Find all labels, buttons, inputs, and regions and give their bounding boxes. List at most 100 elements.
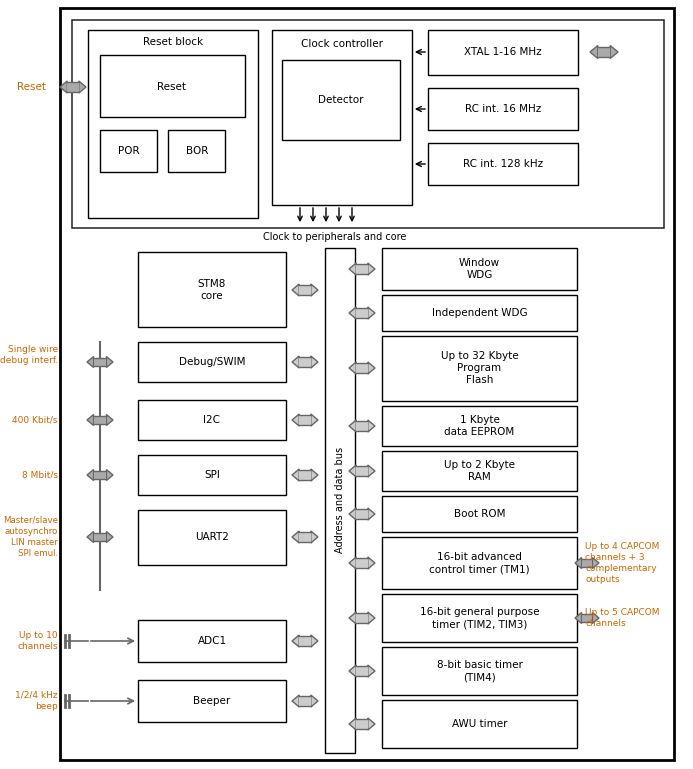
Text: SPI: SPI xyxy=(204,470,220,480)
Polygon shape xyxy=(87,470,94,481)
Text: AWU timer: AWU timer xyxy=(452,719,507,729)
Bar xyxy=(272,30,412,205)
Text: POR: POR xyxy=(119,146,140,156)
Polygon shape xyxy=(107,357,113,368)
Polygon shape xyxy=(349,557,356,569)
Text: Window
WDG: Window WDG xyxy=(459,258,500,280)
Text: 8-bit basic timer
(TIM4): 8-bit basic timer (TIM4) xyxy=(437,660,523,682)
Bar xyxy=(168,130,225,172)
Polygon shape xyxy=(368,557,375,569)
Text: 16-bit general purpose
timer (TIM2, TIM3): 16-bit general purpose timer (TIM2, TIM3… xyxy=(420,607,539,629)
Bar xyxy=(138,342,286,382)
Text: Up to 32 Kbyte
Program
Flash: Up to 32 Kbyte Program Flash xyxy=(441,351,518,385)
Polygon shape xyxy=(349,665,356,677)
Bar xyxy=(94,358,107,366)
Text: STM8
core: STM8 core xyxy=(198,279,226,301)
Polygon shape xyxy=(292,469,299,481)
Bar xyxy=(282,60,400,140)
Polygon shape xyxy=(349,718,356,730)
Polygon shape xyxy=(292,635,299,647)
Polygon shape xyxy=(292,531,299,543)
Bar xyxy=(356,614,368,623)
Polygon shape xyxy=(368,263,375,275)
Polygon shape xyxy=(79,81,86,93)
Text: 8 Mbit/s: 8 Mbit/s xyxy=(22,471,58,480)
Text: Reset: Reset xyxy=(17,82,46,92)
Text: Boot ROM: Boot ROM xyxy=(454,509,505,519)
Polygon shape xyxy=(349,263,356,275)
Polygon shape xyxy=(368,362,375,374)
Bar xyxy=(100,130,157,172)
Polygon shape xyxy=(349,612,356,624)
Bar xyxy=(299,532,310,541)
Text: Up to 5 CAPCOM
channels: Up to 5 CAPCOM channels xyxy=(585,608,660,628)
Bar xyxy=(138,510,286,565)
Polygon shape xyxy=(349,465,356,477)
Text: 1/2/4 kHz
beep: 1/2/4 kHz beep xyxy=(15,691,58,711)
Bar xyxy=(428,143,578,185)
Text: XTAL 1-16 MHz: XTAL 1-16 MHz xyxy=(464,47,542,57)
Bar xyxy=(382,496,577,532)
Polygon shape xyxy=(368,420,375,432)
Polygon shape xyxy=(310,284,318,296)
Text: Single wire
debug interf.: Single wire debug interf. xyxy=(0,345,58,365)
Text: Up to 2 Kbyte
RAM: Up to 2 Kbyte RAM xyxy=(444,460,515,482)
Bar xyxy=(382,451,577,491)
Polygon shape xyxy=(368,665,375,677)
Bar xyxy=(382,406,577,446)
Polygon shape xyxy=(349,362,356,374)
Bar xyxy=(94,533,107,541)
Bar xyxy=(88,30,258,218)
Bar xyxy=(67,82,79,92)
Bar xyxy=(138,400,286,440)
Bar xyxy=(100,55,245,117)
Polygon shape xyxy=(593,612,599,624)
Polygon shape xyxy=(107,531,113,542)
Polygon shape xyxy=(590,45,598,58)
Polygon shape xyxy=(107,470,113,481)
Text: Up to 10
channels: Up to 10 channels xyxy=(17,631,58,651)
Polygon shape xyxy=(368,465,375,477)
Bar xyxy=(299,415,310,424)
Bar xyxy=(299,637,310,645)
Polygon shape xyxy=(87,531,94,542)
Text: 16-bit advanced
control timer (TM1): 16-bit advanced control timer (TM1) xyxy=(429,552,530,574)
Bar xyxy=(382,594,577,642)
Polygon shape xyxy=(368,718,375,730)
Text: Reset block: Reset block xyxy=(143,37,203,47)
Bar xyxy=(138,680,286,722)
Polygon shape xyxy=(107,414,113,425)
Text: RC int. 128 kHz: RC int. 128 kHz xyxy=(463,159,543,169)
Polygon shape xyxy=(349,508,356,520)
Polygon shape xyxy=(349,420,356,432)
Polygon shape xyxy=(593,558,599,568)
Text: Beeper: Beeper xyxy=(193,696,231,706)
Polygon shape xyxy=(292,284,299,296)
Bar xyxy=(356,720,368,728)
Text: Address and data bus: Address and data bus xyxy=(335,447,345,553)
Bar xyxy=(382,700,577,748)
Bar xyxy=(299,471,310,480)
Polygon shape xyxy=(310,531,318,543)
Polygon shape xyxy=(349,307,356,319)
Text: RC int. 16 MHz: RC int. 16 MHz xyxy=(465,104,541,114)
Text: Master/slave
autosynchro
LIN master
SPI emul.: Master/slave autosynchro LIN master SPI … xyxy=(3,516,58,558)
Text: Up to 4 CAPCOM
channels + 3
complementary
outputs: Up to 4 CAPCOM channels + 3 complementar… xyxy=(585,542,659,584)
Bar xyxy=(382,295,577,331)
Text: UART2: UART2 xyxy=(195,532,229,542)
Bar xyxy=(94,416,107,424)
Polygon shape xyxy=(611,45,618,58)
Bar xyxy=(382,248,577,290)
Polygon shape xyxy=(310,635,318,647)
Text: 400 Kbit/s: 400 Kbit/s xyxy=(12,415,58,424)
Bar xyxy=(356,667,368,675)
Bar xyxy=(325,248,355,753)
Bar xyxy=(299,358,310,367)
Bar xyxy=(356,265,368,274)
Polygon shape xyxy=(310,695,318,707)
Polygon shape xyxy=(575,612,581,624)
Polygon shape xyxy=(310,414,318,426)
Bar xyxy=(94,471,107,479)
Bar xyxy=(382,647,577,695)
Polygon shape xyxy=(292,414,299,426)
